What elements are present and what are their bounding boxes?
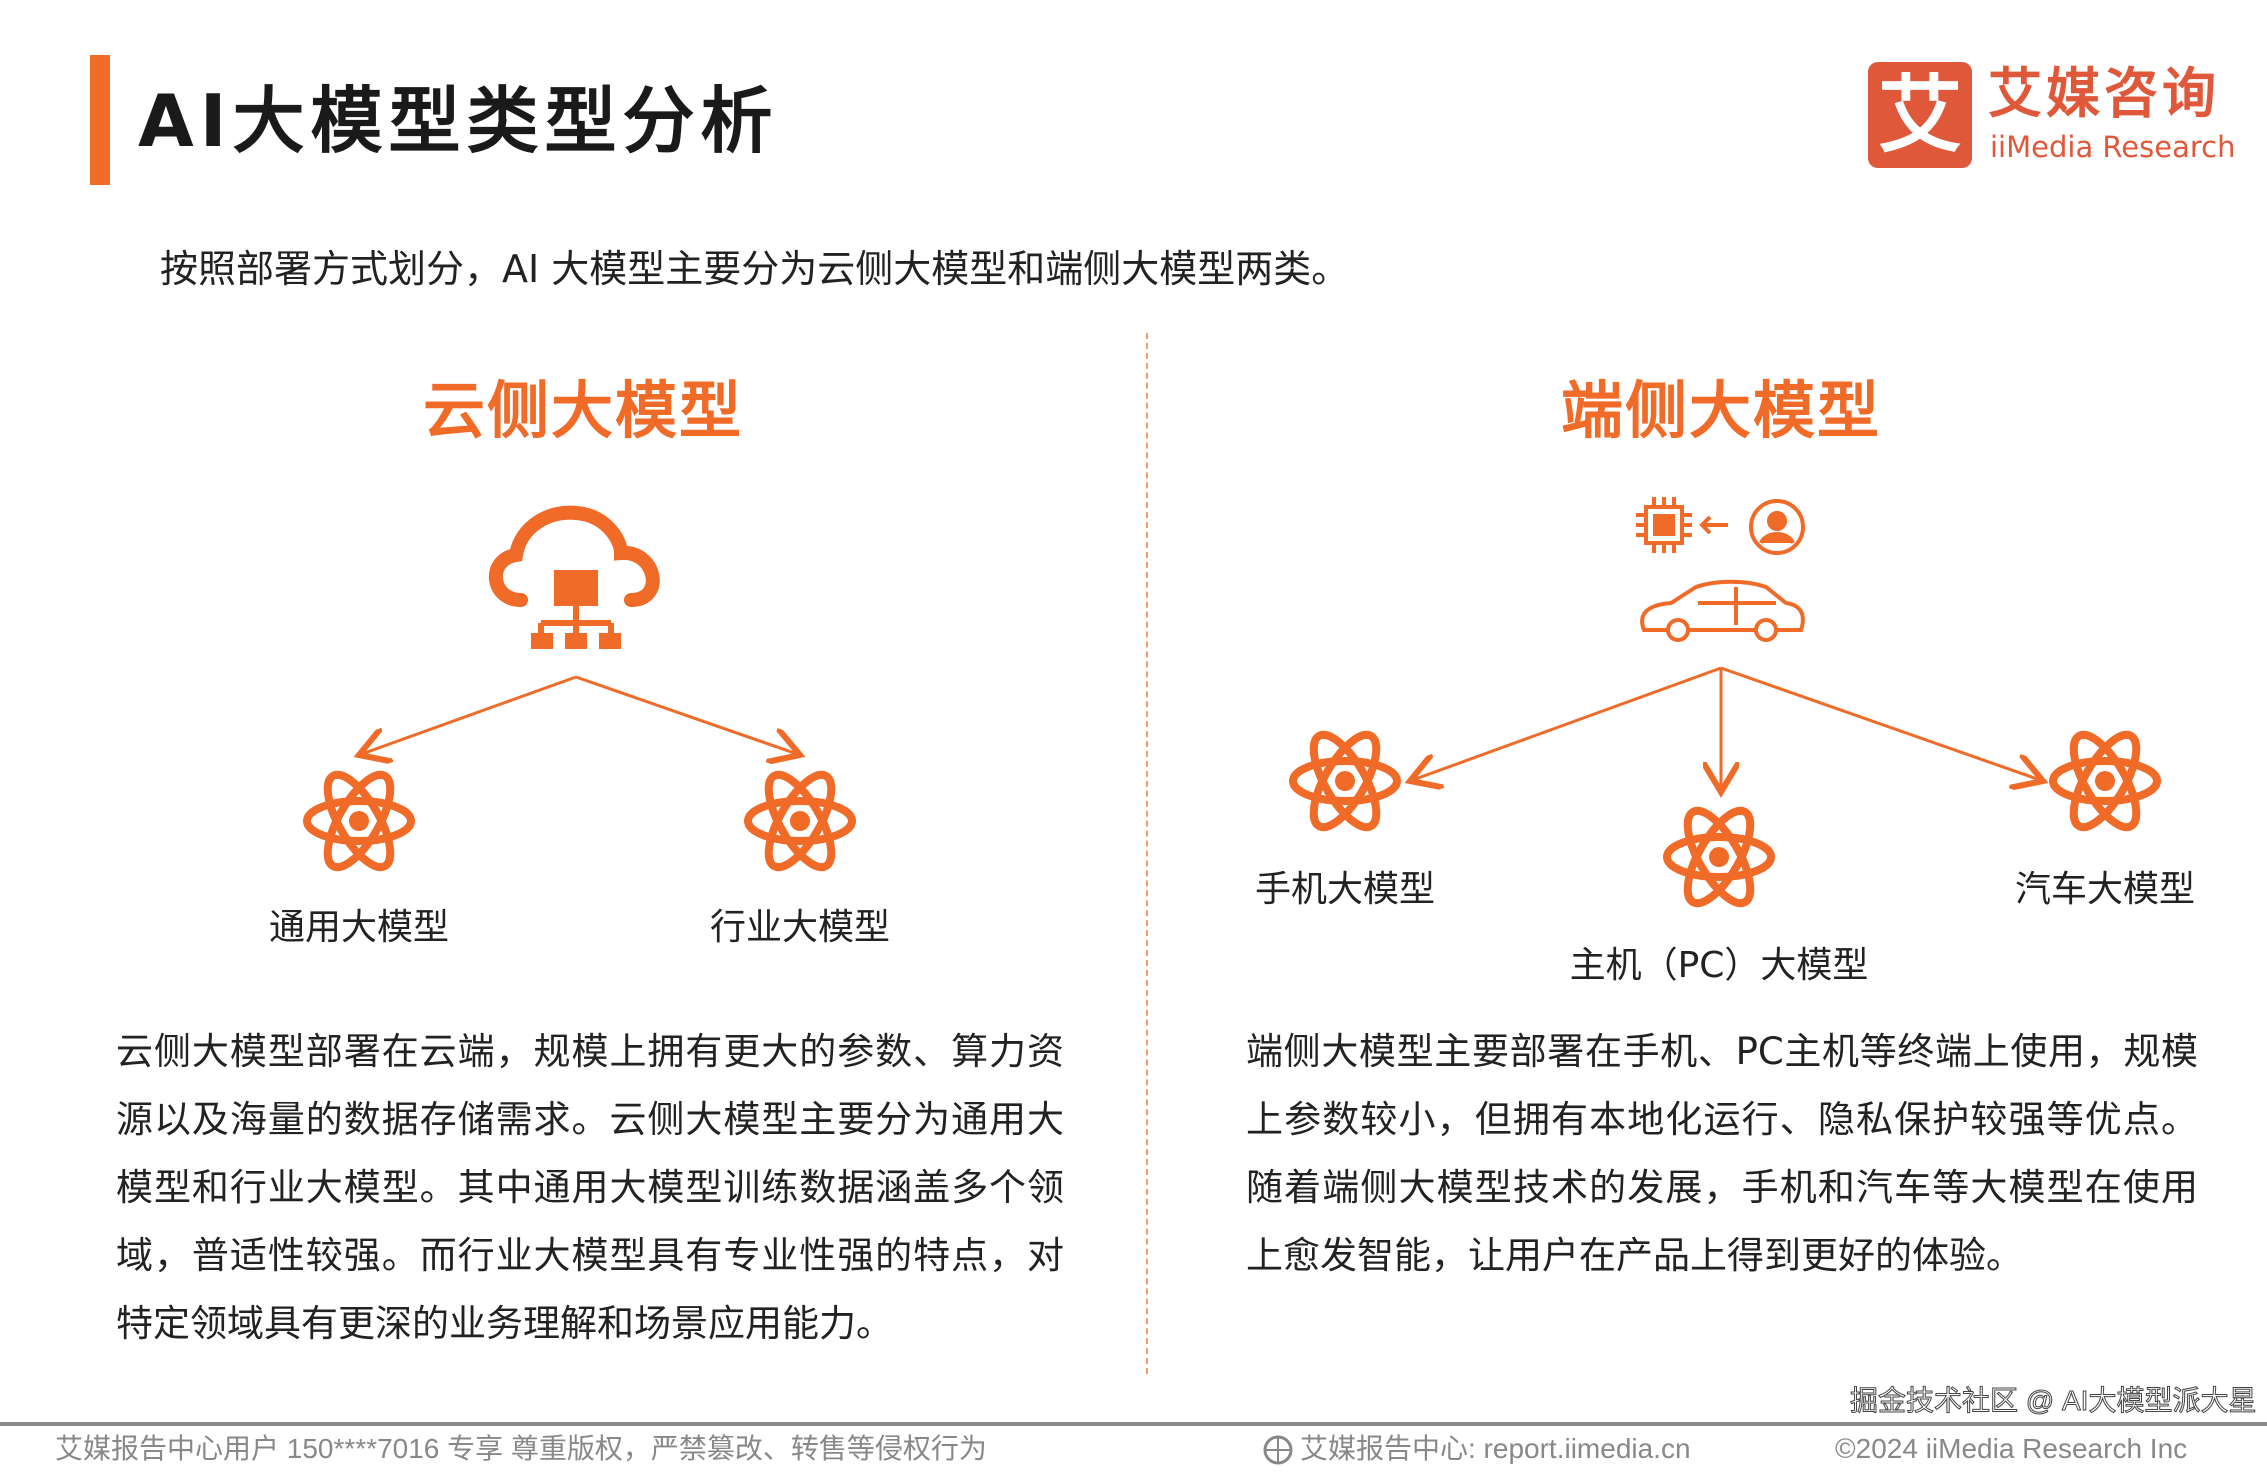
edge-paragraph: 端侧大模型主要部署在手机、PC主机等终端上使用，规模上参数较小，但拥有本地化运行…	[1246, 1030, 2198, 1277]
cloud-paragraph: 云侧大模型部署在云端，规模上拥有更大的参数、算力资源以及海量的数据存储需求。云侧…	[116, 1030, 1064, 1345]
industry-model-label: 行业大模型	[709, 907, 891, 948]
chip-user-car-icon	[1636, 497, 1805, 642]
divider	[1146, 333, 1148, 1374]
edge-heading: 端侧大模型	[1560, 374, 1882, 447]
title-accent-bar	[90, 55, 110, 185]
arrow-industry	[575, 675, 800, 755]
cloud-server-icon	[488, 505, 660, 649]
car-model-label: 汽车大模型	[2014, 869, 2196, 910]
logo-mark: 艾	[1868, 62, 1972, 168]
atom-icon	[1289, 730, 1401, 832]
logo-cn: 艾媒咨询	[1988, 62, 2220, 125]
logo-en: iiMedia Research	[1990, 130, 2236, 164]
subtitle: 按照部署方式划分，AI 大模型主要分为云侧大模型和端侧大模型两类。	[160, 247, 1350, 291]
copyright-notice: 艾媒报告中心用户 150****7016 专享 尊重版权，严禁篡改、转售等侵权行…	[55, 1433, 987, 1464]
atom-icon	[303, 770, 415, 872]
report-center-link[interactable]: 艾媒报告中心: report.iimedia.cn	[1300, 1433, 1691, 1464]
general-model-label: 通用大模型	[268, 907, 450, 948]
atom-icon	[1663, 806, 1775, 908]
arrow-car	[1720, 666, 2043, 781]
footer-divider	[0, 1422, 2267, 1426]
phone-model-label: 手机大模型	[1254, 869, 1436, 910]
pc-model-label: 主机（PC）大模型	[1569, 945, 1869, 986]
cloud-heading: 云侧大模型	[422, 374, 744, 447]
arrow-phone	[1410, 666, 1722, 781]
atom-icon	[744, 770, 856, 872]
iimedia-logo: 艾 艾媒咨询 iiMedia Research	[1868, 62, 2248, 172]
arrow-general	[359, 675, 577, 755]
watermark: 掘金技术社区 @ AI大模型派大星	[1849, 1385, 2257, 1417]
atom-icon	[2049, 730, 2161, 832]
footer-copyright: ©2024 iiMedia Research Inc	[1835, 1433, 2188, 1464]
globe-icon	[1263, 1435, 1293, 1465]
page-title: AI大模型类型分析	[138, 79, 779, 163]
